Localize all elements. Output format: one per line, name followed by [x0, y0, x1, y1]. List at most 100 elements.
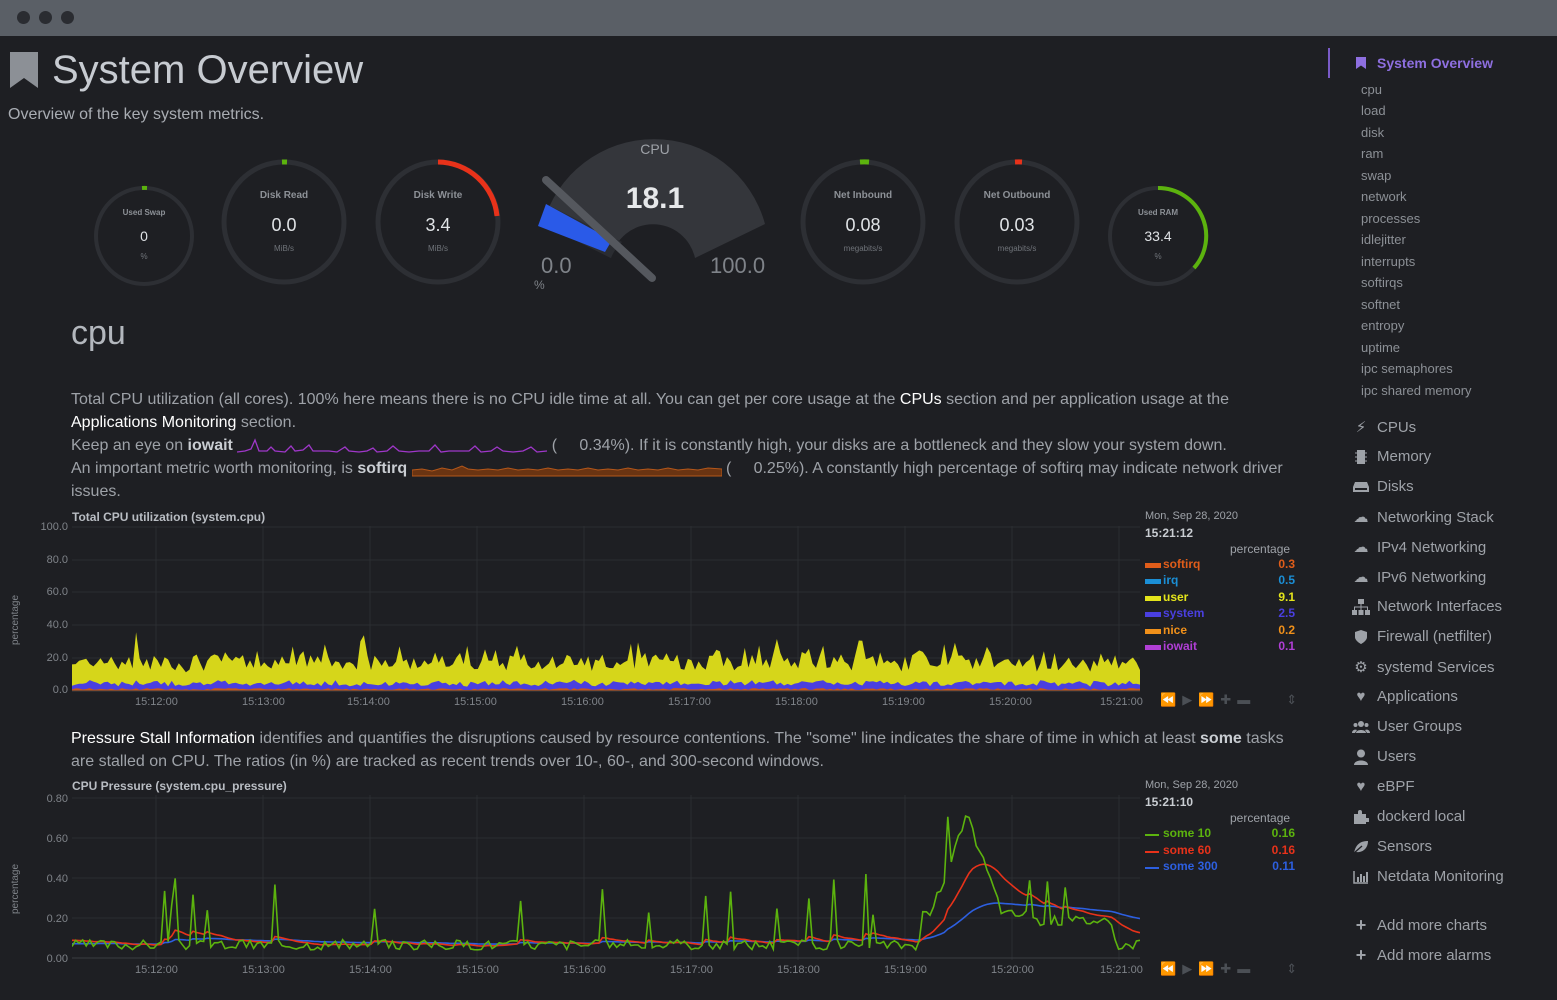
y-tick: 0.80	[46, 793, 68, 805]
pressure-chart-plot[interactable]	[72, 795, 1140, 961]
sidebar-item-label: Add more alarms	[1377, 947, 1492, 964]
cloud-icon: ☁	[1353, 509, 1369, 526]
gauge-unit: MiB/s	[428, 244, 448, 253]
sidebar-sub-ipc-shared-memory[interactable]: ipc shared memory	[1361, 383, 1472, 398]
legend-name: irq	[1163, 573, 1179, 587]
iowait-sparkline[interactable]	[237, 437, 548, 455]
sidebar-item-sensors[interactable]: Sensors	[1352, 838, 1432, 855]
gauge-cpu[interactable]: CPU 18.1 0.0 100.0 %	[530, 138, 780, 298]
gauge-used-swap[interactable]: Used Swap 0 %	[92, 184, 196, 288]
sidebar-sub-interrupts[interactable]: interrupts	[1361, 254, 1416, 269]
sidebar-item-cpus[interactable]: ⚡ CPUs	[1352, 418, 1416, 437]
sidebar-sub-cpu[interactable]: cpu	[1361, 82, 1382, 97]
shield-icon	[1352, 629, 1370, 645]
cpu-chart-ylabel: percentage	[10, 594, 21, 645]
sidebar-item-disks[interactable]: Disks	[1352, 478, 1414, 495]
fast-forward-icon[interactable]: ⏩	[1198, 692, 1215, 707]
zoom-out-icon[interactable]: ▬	[1237, 692, 1251, 707]
gauge-label: Disk Write	[413, 190, 463, 201]
play-icon[interactable]: ▶	[1182, 692, 1193, 707]
legend-row-iowait[interactable]: iowait 0.1	[1145, 639, 1295, 655]
psi-description: Pressure Stall Information identifies an…	[71, 727, 1291, 773]
sidebar-item-users[interactable]: Users	[1352, 748, 1416, 765]
gauge-used-ram[interactable]: Used RAM 33.4 %	[1106, 184, 1210, 288]
sidebar-item-label: Netdata Monitoring	[1377, 868, 1504, 885]
sidebar-sub-disk[interactable]: disk	[1361, 125, 1385, 140]
gauge-unit: MiB/s	[274, 244, 294, 253]
pressure-legend-time: 15:21:10	[1145, 795, 1194, 809]
sidebar-item-netdata-monitoring[interactable]: Netdata Monitoring	[1352, 868, 1504, 885]
fast-forward-icon[interactable]: ⏩	[1198, 961, 1215, 976]
rewind-icon[interactable]: ⏪	[1160, 692, 1177, 707]
y-tick: 0.40	[46, 873, 68, 885]
play-icon[interactable]: ▶	[1182, 961, 1193, 976]
add-more-alarms-button[interactable]: + Add more alarms	[1352, 945, 1491, 966]
sidebar-item-firewall[interactable]: Firewall (netfilter)	[1352, 628, 1492, 645]
sidebar-sub-load[interactable]: load	[1361, 103, 1386, 118]
sidebar-sub-processes[interactable]: processes	[1361, 211, 1421, 226]
sidebar-item-ebpf[interactable]: ♥ eBPF	[1352, 778, 1415, 795]
add-more-charts-button[interactable]: + Add more charts	[1352, 915, 1487, 936]
page-header: System Overview	[8, 48, 363, 92]
bookmark-icon	[1356, 57, 1366, 69]
gauge-min: 0.0	[541, 253, 572, 278]
zoom-in-icon[interactable]: ✚	[1220, 692, 1232, 707]
sidebar-sub-network[interactable]: network	[1361, 189, 1407, 204]
sidebar-sub-softnet[interactable]: softnet	[1361, 297, 1401, 312]
sidebar-item-applications[interactable]: ♥ Applications	[1352, 688, 1458, 705]
gauge-label: Disk Read	[259, 190, 309, 201]
softirq-sparkline[interactable]	[411, 460, 723, 478]
gauge-disk-write[interactable]: Disk Write 3.4 MiB/s	[374, 158, 502, 286]
x-tick: 15:20:00	[989, 696, 1032, 708]
sidebar-sub-swap[interactable]: swap	[1361, 168, 1392, 183]
sidebar-item-user-groups[interactable]: User Groups	[1352, 718, 1462, 735]
legend-row-user[interactable]: user 9.1	[1145, 590, 1295, 606]
sidebar-item-systemd-services[interactable]: ⚙ systemd Services	[1352, 658, 1494, 677]
y-tick: 20.0	[46, 652, 68, 664]
sidebar-item-memory[interactable]: Memory	[1352, 448, 1431, 465]
legend-value: 9.1	[1278, 590, 1295, 604]
sidebar-sub-ram[interactable]: ram	[1361, 146, 1384, 161]
zoom-in-icon[interactable]: ✚	[1220, 961, 1232, 976]
sidebar-item-dockerd-local[interactable]: dockerd local	[1352, 808, 1465, 825]
gauge-value: 18.1	[625, 182, 685, 215]
sidebar-sub-idlejitter[interactable]: idlejitter	[1361, 232, 1406, 247]
legend-row-some-300[interactable]: some 300 0.11	[1145, 859, 1295, 875]
sidebar-sub-uptime[interactable]: uptime	[1361, 340, 1401, 355]
sidebar-item-label: IPv6 Networking	[1377, 568, 1487, 586]
cpu-chart-controls: ⏪ ▶ ⏩ ✚ ▬ ⇕	[1160, 692, 1297, 708]
sidebar-item-system-overview[interactable]: System Overview	[1355, 55, 1493, 71]
legend-row-nice[interactable]: nice 0.2	[1145, 623, 1295, 639]
gauge-disk-read[interactable]: Disk Read 0.0 MiB/s	[220, 158, 348, 286]
sidebar-item-network-interfaces[interactable]: Network Interfaces	[1352, 598, 1502, 615]
sidebar-item-ipv6-networking[interactable]: ☁ IPv6 Networking	[1352, 568, 1487, 587]
window-close-dot[interactable]	[17, 11, 30, 24]
cpus-link[interactable]: CPUs	[899, 391, 942, 408]
sidebar-item-ipv4-networking[interactable]: ☁ IPv4 Networking	[1352, 538, 1487, 557]
legend-name: user	[1163, 590, 1189, 604]
applications-monitoring-link[interactable]: Applications Monitoring	[71, 414, 237, 431]
text: Total CPU utilization (all cores). 100% …	[71, 391, 900, 408]
legend-row-softirq[interactable]: softirq 0.3	[1145, 557, 1295, 573]
zoom-out-icon[interactable]: ▬	[1237, 961, 1251, 976]
resize-handle-icon[interactable]: ⇕	[1286, 692, 1298, 707]
resize-handle-icon[interactable]: ⇕	[1286, 961, 1298, 976]
legend-row-irq[interactable]: irq 0.5	[1145, 573, 1295, 589]
rewind-icon[interactable]: ⏪	[1160, 961, 1177, 976]
cpu-chart-plot[interactable]	[72, 526, 1140, 692]
window-minimize-dot[interactable]	[39, 11, 52, 24]
legend-value: 0.16	[1271, 826, 1295, 840]
legend-row-some-60[interactable]: some 60 0.16	[1145, 843, 1295, 859]
sidebar-item-networking-stack[interactable]: ☁ Networking Stack	[1352, 508, 1494, 527]
gauge-net-outbound[interactable]: Net Outbound 0.03 megabits/s	[953, 158, 1081, 286]
text: section.	[236, 414, 297, 431]
gauge-net-inbound[interactable]: Net Inbound 0.08 megabits/s	[799, 158, 927, 286]
sidebar-sub-softirqs[interactable]: softirqs	[1361, 275, 1403, 290]
psi-link[interactable]: Pressure Stall Information	[71, 730, 256, 747]
sidebar-sub-ipc-semaphores[interactable]: ipc semaphores	[1361, 361, 1453, 376]
window-maximize-dot[interactable]	[61, 11, 74, 24]
legend-row-some-10[interactable]: some 10 0.16	[1145, 826, 1295, 842]
window-titlebar	[0, 0, 1557, 36]
sidebar-sub-entropy[interactable]: entropy	[1361, 318, 1405, 333]
legend-row-system[interactable]: system 2.5	[1145, 606, 1295, 622]
